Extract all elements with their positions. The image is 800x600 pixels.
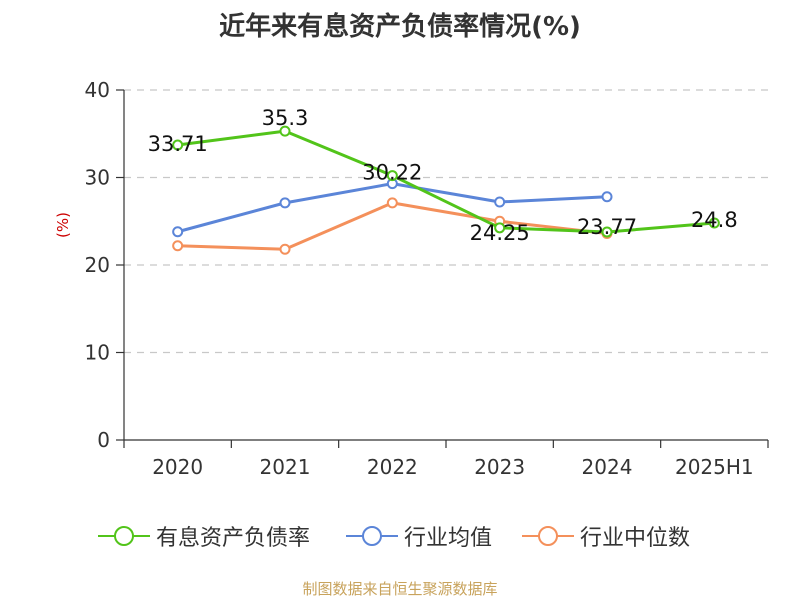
data-point: [494, 222, 506, 234]
y-tick-label: 40: [85, 78, 110, 102]
data-point: [386, 197, 398, 209]
series-lines: [172, 125, 720, 255]
y-axis-label: (%): [54, 212, 72, 238]
data-label: 35.3: [262, 106, 309, 130]
data-point: [708, 217, 720, 229]
series-line: [176, 201, 609, 251]
y-tick-label: 30: [85, 166, 110, 190]
legend: 有息资产负债率 行业均值 行业中位数: [0, 518, 800, 558]
data-point: [172, 226, 184, 238]
legend-item-interest-debt-ratio[interactable]: 有息资产负债率: [98, 518, 310, 554]
x-tick-label: 2023: [474, 455, 525, 479]
series-line: [176, 129, 716, 234]
x-tick-label: 2024: [582, 455, 633, 479]
legend-marker-green: [98, 526, 150, 546]
legend-marker-orange: [522, 526, 574, 546]
legend-item-industry-mean[interactable]: 行业均值: [346, 518, 492, 554]
data-point: [279, 125, 291, 137]
legend-label: 行业中位数: [580, 526, 691, 551]
grid-lines: [124, 89, 768, 354]
data-label: 30.22: [362, 161, 422, 185]
data-point: [601, 226, 613, 238]
data-label: 24.8: [691, 208, 738, 232]
data-point: [279, 243, 291, 255]
data-point: [172, 240, 184, 252]
x-tick-label: 2020: [152, 455, 203, 479]
data-point: [494, 196, 506, 208]
data-point: [172, 139, 184, 151]
y-tick-label: 20: [85, 253, 110, 277]
data-label: 33.71: [148, 132, 208, 156]
legend-item-industry-median[interactable]: 行业中位数: [522, 518, 690, 554]
legend-label: 有息资产负债率: [156, 526, 311, 551]
data-source-note: 制图数据来自恒生聚源数据库: [302, 580, 498, 598]
y-tick-label: 10: [85, 341, 110, 365]
data-label: 24.25: [470, 221, 530, 245]
x-tick-label: 2021: [260, 455, 311, 479]
axes: 0 10 20 30 40 2020 2021 2022 2023 2024 2025H1 (%): [54, 78, 769, 479]
y-tick-label: 0: [97, 428, 110, 452]
data-label: 23.77: [577, 215, 637, 239]
data-point: [386, 170, 398, 182]
chart-title: 近年来有息资产负债率情况(%): [219, 12, 581, 42]
x-tick-label: 2025H1: [675, 455, 754, 479]
data-point: [279, 197, 291, 209]
legend-label: 行业均值: [404, 526, 493, 551]
data-point: [601, 191, 613, 203]
x-tick-label: 2022: [367, 455, 418, 479]
legend-marker-blue: [346, 526, 398, 546]
data-labels: 33.71 35.3 30.22 24.25 23.77 24.8: [148, 106, 738, 245]
